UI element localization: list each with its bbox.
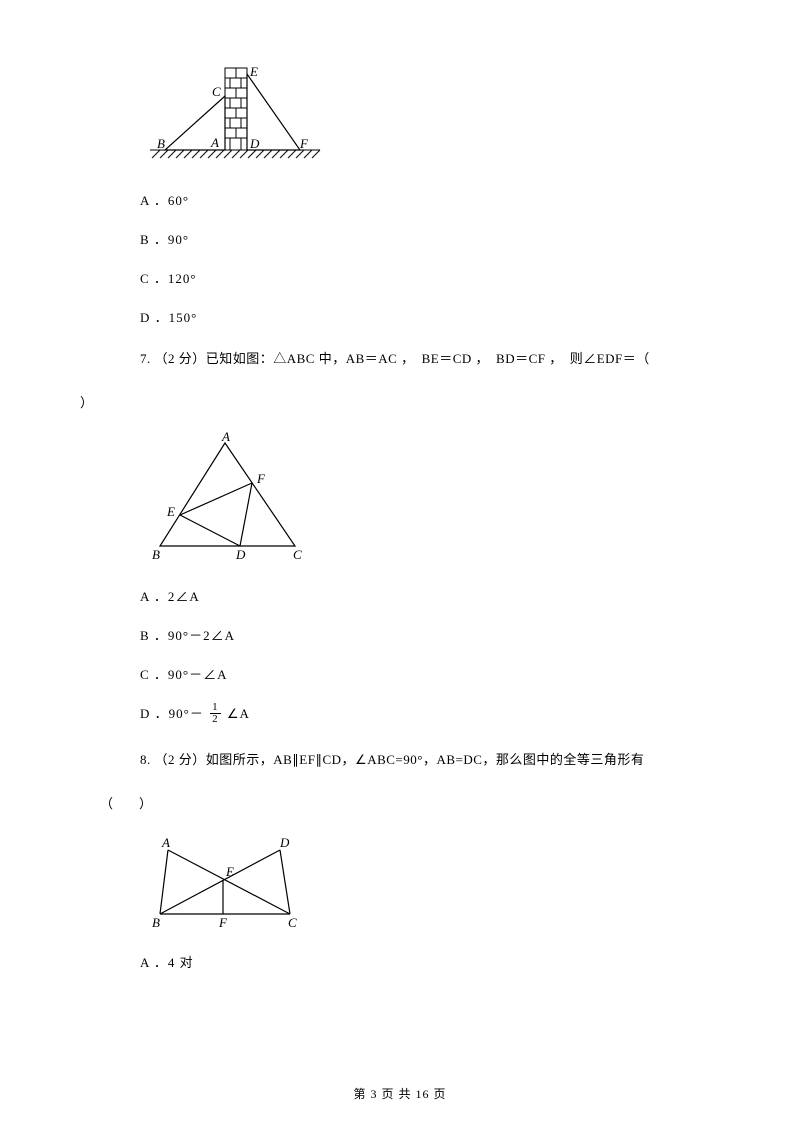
q7-option-c: C ．90°－∠A <box>140 664 720 683</box>
label-a: A <box>210 135 219 150</box>
q7-stem-cont: ） <box>80 392 720 411</box>
label-d: D <box>249 136 260 151</box>
figure-q6: C E B A D F <box>140 60 720 170</box>
label-a8: A <box>161 835 170 850</box>
q7-stem: 7. （2 分）已知如图：△ABC 中，AB＝AC ， BE＝CD ， BD＝C… <box>140 346 720 372</box>
label-d8: D <box>279 835 290 850</box>
q6-option-d: D ．150° <box>140 307 720 326</box>
q7-optd-suffix: ∠A <box>223 706 250 721</box>
label-f: F <box>299 136 309 151</box>
label-f7: F <box>256 471 266 486</box>
fraction-half: 12 <box>210 702 221 725</box>
label-b: B <box>157 136 165 151</box>
q6-option-c: C ．120° <box>140 268 720 287</box>
label-e: E <box>249 64 258 79</box>
q7-option-d: D ．90°－ 12 ∠A <box>140 703 720 727</box>
label-b8: B <box>152 915 160 930</box>
q8-option-a: A ．4 对 <box>140 952 720 971</box>
label-c8: C <box>288 915 297 930</box>
q6-option-a: A ．60° <box>140 190 720 209</box>
label-d7: D <box>235 547 246 562</box>
q7-option-a: A ．2∠A <box>140 586 720 605</box>
q8-stem-cont: （ ） <box>100 793 720 812</box>
frac-den: 2 <box>210 714 221 725</box>
q7-optd-prefix: D ．90°－ <box>140 706 208 721</box>
label-c7: C <box>293 547 302 562</box>
q7-option-b: B ．90°－2∠A <box>140 625 720 644</box>
label-f8: F <box>218 915 228 930</box>
label-e8: E <box>225 864 234 879</box>
page-footer: 第 3 页 共 16 页 <box>0 1085 800 1102</box>
q6-option-b: B ．90° <box>140 229 720 248</box>
frac-num: 1 <box>210 702 221 714</box>
label-a7: A <box>221 431 230 444</box>
figure-q7: A F E B D C <box>140 431 720 566</box>
label-c: C <box>212 84 221 99</box>
q8-stem: 8. （2 分）如图所示，AB∥EF∥CD，∠ABC=90°，AB=DC，那么图… <box>140 747 720 773</box>
label-e7: E <box>166 504 175 519</box>
figure-q8: A D E B F C <box>140 832 720 932</box>
label-b7: B <box>152 547 160 562</box>
